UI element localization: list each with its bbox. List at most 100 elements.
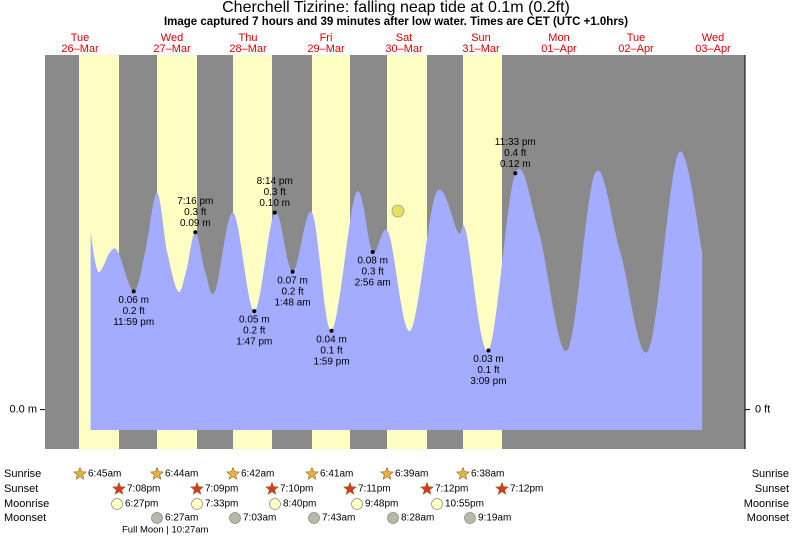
moonrise-time: 6:27pm: [125, 499, 158, 510]
sun-position: [391, 204, 405, 218]
sunset-time: 7:08pm: [127, 484, 160, 495]
extreme-time: 3:09 pm: [470, 376, 506, 387]
sun-icon: [190, 481, 204, 495]
extreme-time: 11:59 pm: [113, 317, 154, 328]
date-label: 30–Mar: [385, 43, 423, 55]
y-tick-label: 0.0 m: [9, 404, 37, 416]
date-label: 02–Apr: [618, 43, 654, 55]
extreme-dot: [252, 309, 257, 314]
moonrise-time: 9:48pm: [365, 499, 398, 510]
weekday-label: Tue: [71, 32, 90, 44]
row-label: Moonrise: [744, 498, 789, 510]
extreme-m: 0.03 m: [473, 354, 504, 365]
date-label: 03–Apr: [695, 43, 731, 55]
extreme-ft: 0.3 ft: [264, 187, 286, 198]
extreme-m: 0.10 m: [259, 198, 290, 209]
moonset-time: 7:03am: [243, 513, 276, 524]
extreme-ft: 0.1 ft: [320, 345, 342, 356]
extreme-ft: 0.2 ft: [123, 306, 145, 317]
moon-icon: [269, 498, 281, 510]
moonset-time: 6:27am: [165, 513, 198, 524]
extreme-ft: 0.2 ft: [243, 326, 265, 337]
moonset-time: 8:28am: [401, 513, 434, 524]
extreme-dot: [329, 328, 334, 333]
moon-icon: [431, 498, 443, 510]
row-label: Sunset: [4, 483, 38, 495]
moon-icon: [387, 512, 399, 524]
row-label: Moonset: [4, 512, 46, 524]
extreme-time: 2:56 am: [355, 278, 391, 289]
sunset-time: 7:12pm: [435, 484, 468, 495]
extreme-dot: [513, 171, 518, 176]
extreme-time: 1:47 pm: [236, 337, 272, 348]
date-label: 26–Mar: [61, 43, 99, 55]
sunrise-time: 6:41am: [320, 469, 353, 480]
sunset-time: 7:09pm: [205, 484, 238, 495]
sun-icon: [150, 466, 164, 480]
date-label: 29–Mar: [307, 43, 345, 55]
row-label: Moonset: [747, 512, 789, 524]
extreme-ft: 0.4 ft: [504, 148, 526, 159]
moonrise-time: 7:33pm: [205, 499, 238, 510]
weekday-label: Sat: [396, 32, 413, 44]
chart-title: Cherchell Tizirine: falling neap tide at…: [222, 0, 570, 16]
row-label: Sunrise: [752, 468, 789, 480]
extreme-m: 0.12 m: [500, 159, 531, 170]
moon-phase-note: Full Moon | 10:27am: [122, 525, 209, 536]
sunrise-time: 6:38am: [471, 469, 504, 480]
extreme-time: 8:14 pm: [257, 176, 293, 187]
sunrise-time: 6:42am: [241, 469, 274, 480]
weekday-label: Wed: [161, 32, 183, 44]
sun-icon: [265, 481, 279, 495]
sunrise-time: 6:45am: [88, 469, 121, 480]
extreme-dot: [370, 250, 375, 254]
sunset-time: 7:11pm: [358, 484, 391, 495]
sunset-time: 7:12pm: [510, 484, 543, 495]
weekday-label: Fri: [320, 32, 333, 44]
sun-icon: [73, 466, 87, 480]
date-label: 31–Mar: [462, 43, 500, 55]
moon-icon: [351, 498, 363, 510]
extreme-time: 7:16 pm: [177, 196, 213, 207]
extreme-m: 0.06 m: [118, 295, 149, 306]
extreme-dot: [272, 210, 277, 215]
moon-icon: [229, 512, 241, 524]
row-label: Sunset: [755, 483, 789, 495]
sunset-time: 7:10pm: [280, 484, 313, 495]
moon-icon: [191, 498, 203, 510]
sun-icon: [305, 466, 319, 480]
moonset-time: 9:19am: [478, 513, 511, 524]
sun-icon: [343, 481, 357, 495]
date-label: 01–Apr: [541, 43, 577, 55]
extreme-dot: [486, 348, 491, 353]
y2-tick-label: 0 ft: [755, 404, 770, 416]
extreme-ft: 0.1 ft: [477, 365, 499, 376]
weekday-label: Sun: [471, 32, 491, 44]
extreme-dot: [131, 289, 136, 294]
moonset-time: 7:43am: [322, 513, 355, 524]
tide-area: [90, 151, 703, 430]
moonrise-time: 8:40pm: [283, 499, 316, 510]
row-label: Sunrise: [4, 468, 41, 480]
date-label: 28–Mar: [229, 43, 267, 55]
row-label: Moonrise: [4, 498, 49, 510]
moon-icon: [111, 498, 123, 510]
moonrise-time: 10:55pm: [445, 499, 484, 510]
sunrise-time: 6:44am: [165, 469, 198, 480]
date-label: 27–Mar: [153, 43, 191, 55]
extreme-dot: [290, 269, 295, 274]
sun-icon: [420, 481, 434, 495]
extreme-ft: 0.2 ft: [281, 286, 303, 297]
sun-icon: [380, 466, 394, 480]
extreme-m: 0.04 m: [316, 334, 347, 345]
moon-icon: [308, 512, 320, 524]
extreme-m: 0.09 m: [180, 218, 211, 229]
extreme-ft: 0.3 ft: [184, 207, 206, 218]
extreme-m: 0.05 m: [239, 315, 270, 326]
moon-icon: [151, 512, 163, 524]
sun-icon: [112, 481, 126, 495]
sun-icon: [456, 466, 470, 480]
chart-subtitle: Image captured 7 hours and 39 minutes af…: [164, 16, 628, 28]
extreme-m: 0.07 m: [277, 275, 308, 286]
